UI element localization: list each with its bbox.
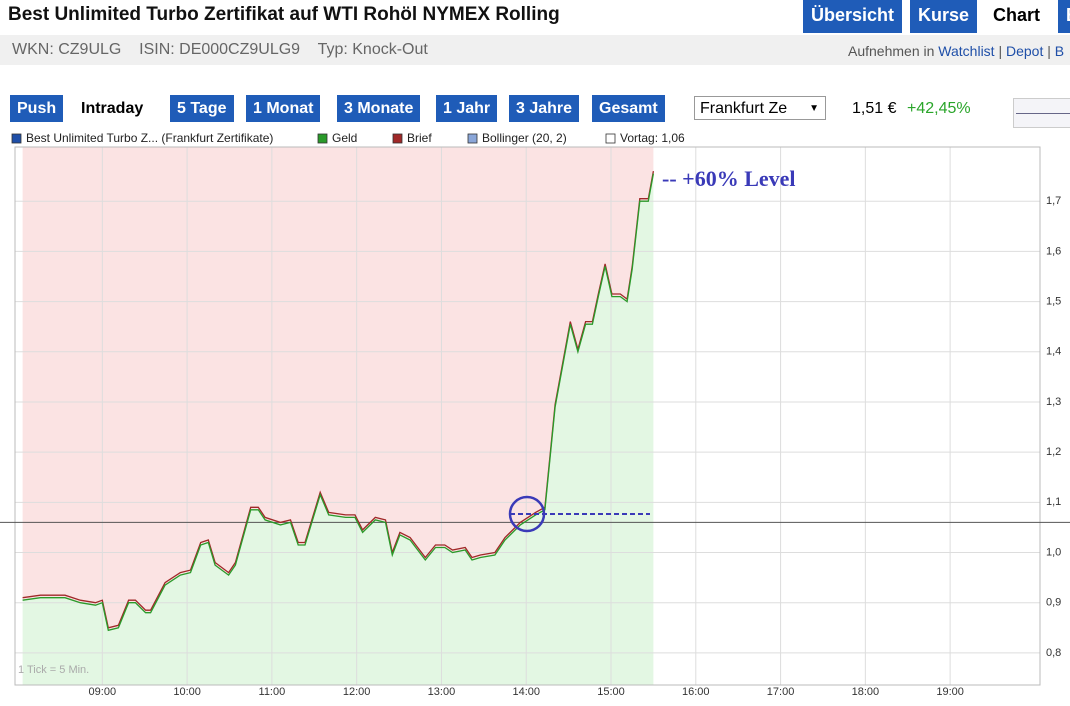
tab[interactable]: Chart — [985, 0, 1049, 33]
x-tick-label: 14:00 — [512, 686, 540, 698]
period-button[interactable]: Intraday — [74, 95, 151, 122]
info-bar — [0, 35, 1070, 65]
x-tick-label: 15:00 — [597, 686, 625, 698]
watchlist-link[interactable]: Watchlist — [938, 43, 995, 59]
y-tick-label: 0,8 — [1046, 647, 1061, 659]
area-above — [22, 147, 654, 631]
change: +42,45% — [907, 100, 971, 117]
mini-line — [1016, 113, 1070, 114]
x-tick-label: 13:00 — [428, 686, 456, 698]
x-tick-label: 18:00 — [852, 686, 880, 698]
page-title: Best Unlimited Turbo Zertifikat auf WTI … — [8, 4, 560, 25]
x-tick-label: 17:00 — [767, 686, 795, 698]
info: WKN: CZ9ULG ISIN: DE000CZ9ULG9 Typ: Knoc… — [12, 41, 428, 59]
price: 1,51 € — [852, 100, 897, 117]
legend-swatch — [467, 133, 478, 144]
period-button[interactable]: 1 Monat — [246, 95, 321, 122]
series-line — [22, 170, 655, 629]
legend-swatch — [317, 133, 328, 144]
depot-link[interactable]: Depot — [1006, 43, 1044, 59]
wkn: WKN: CZ9ULG — [12, 41, 122, 58]
tick-note: 1 Tick = 5 Min. — [18, 664, 89, 676]
exchange: Frankfurt Ze — [700, 100, 788, 117]
y-tick-label: 1,4 — [1046, 346, 1061, 358]
y-tick-label: 0,9 — [1046, 597, 1061, 609]
x-tick-label: 12:00 — [343, 686, 371, 698]
x-tick-label: 16:00 — [682, 686, 710, 698]
legend-swatch — [392, 133, 403, 144]
exchange-select[interactable]: Frankfurt Ze ▼ — [694, 96, 826, 120]
area-below — [22, 173, 654, 685]
y-tick-label: 1,1 — [1046, 496, 1061, 508]
tab[interactable]: Kurse — [910, 0, 978, 33]
y-tick-label: 1,3 — [1046, 396, 1061, 408]
period-button[interactable]: 3 Monate — [337, 95, 421, 122]
x-tick-label: 10:00 — [173, 686, 201, 698]
prefix: Aufnehmen in — [848, 43, 935, 59]
period-button[interactable]: Gesamt — [592, 95, 665, 122]
x-tick-label: 09:00 — [89, 686, 117, 698]
links: Aufnehmen in Watchlist | Depot | B — [848, 43, 1065, 59]
legend-label: Brief — [407, 131, 432, 145]
legend-label: Bollinger (20, 2) — [482, 131, 567, 145]
legend-label: Vortag: 1,06 — [620, 131, 685, 145]
annotation: -- +60% Level — [662, 166, 796, 191]
y-tick-label: 1,6 — [1046, 245, 1061, 257]
period-button[interactable]: Push — [10, 95, 64, 122]
legend-label: Geld — [332, 131, 357, 145]
period-button[interactable]: 3 Jahre — [509, 95, 580, 122]
legend-swatch — [605, 133, 616, 144]
type: Typ: Knock-Out — [317, 41, 428, 58]
tab-more[interactable]: B — [1058, 0, 1070, 33]
legend-label: Best Unlimited Turbo Z... (Frankfurt Zer… — [26, 131, 273, 145]
x-tick-label: 11:00 — [259, 686, 286, 698]
plot-frame — [14, 146, 1041, 686]
period-button[interactable]: 1 Jahr — [436, 95, 498, 122]
y-tick-label: 1,0 — [1046, 546, 1061, 558]
more-link[interactable]: B — [1054, 43, 1065, 59]
y-tick-label: 1,5 — [1046, 295, 1061, 307]
y-tick-label: 1,7 — [1046, 195, 1061, 207]
series-line — [22, 173, 655, 632]
period-button[interactable]: 5 Tage — [170, 95, 234, 122]
x-tick-label: 19:00 — [936, 686, 964, 698]
legend-swatch — [11, 133, 22, 144]
mini-chart — [1013, 98, 1070, 128]
isin: ISIN: DE000CZ9ULG9 — [139, 41, 301, 58]
tab[interactable]: Übersicht — [803, 0, 903, 33]
y-tick-label: 1,2 — [1046, 446, 1061, 458]
